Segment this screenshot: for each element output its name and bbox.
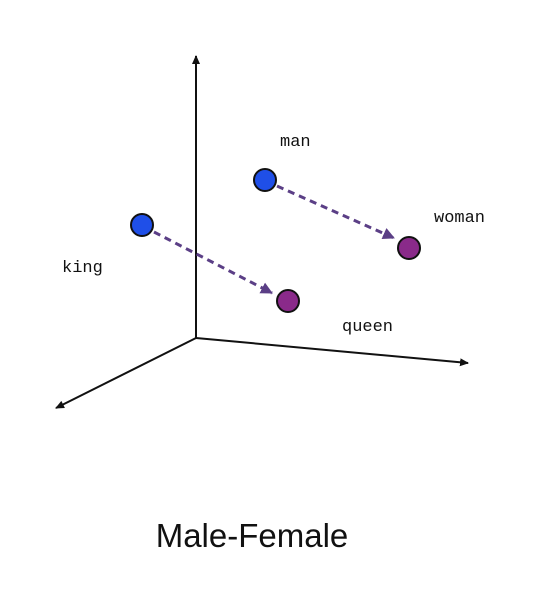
label-woman: woman xyxy=(434,209,485,228)
woman-point xyxy=(397,236,421,260)
word-labels: man woman king queen xyxy=(62,133,485,337)
label-king: king xyxy=(62,259,103,278)
axes xyxy=(55,55,469,409)
queen-point xyxy=(276,289,300,313)
gender-vectors xyxy=(153,184,395,295)
word-points xyxy=(130,168,421,313)
label-man: man xyxy=(280,133,311,152)
left-axis xyxy=(55,337,197,409)
label-queen: queen xyxy=(342,318,393,337)
man-to-woman-arrow xyxy=(276,184,395,240)
king-to-queen-arrow xyxy=(153,230,273,295)
king-point xyxy=(130,213,154,237)
right-axis xyxy=(195,337,469,367)
man-point xyxy=(253,168,277,192)
diagram-caption: Male-Female xyxy=(156,517,349,554)
